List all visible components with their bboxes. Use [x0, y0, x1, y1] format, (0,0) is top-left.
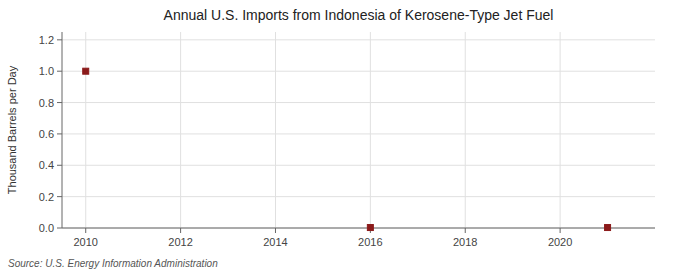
x-axis-line — [62, 228, 655, 229]
grid — [62, 32, 655, 228]
y-tick-label: 0.0 — [39, 222, 54, 234]
x-tick-label: 2010 — [73, 236, 97, 248]
y-tick-label: 0.6 — [39, 128, 54, 140]
x-tick-label: 2012 — [168, 236, 192, 248]
y-tick — [57, 133, 62, 134]
x-grid-line — [370, 32, 371, 228]
y-grid-line — [62, 39, 655, 40]
points — [83, 68, 611, 230]
point — [83, 68, 89, 74]
y-grid-line — [62, 133, 655, 134]
x-tick — [275, 228, 276, 233]
y-tick-label: 0.8 — [39, 97, 54, 109]
x-tick-label: 2020 — [548, 236, 572, 248]
axes: 0.0 0.2 0.4 0.6 0.8 1.0 1.2 2010 2012 2014 2016 201… — [39, 32, 655, 248]
point — [367, 225, 373, 231]
y-tick-label: 1.2 — [39, 34, 54, 46]
y-grid-line — [62, 228, 655, 229]
title: Annual U.S. Imports from Indonesia of Ke… — [164, 7, 554, 23]
x-grid-line — [560, 32, 561, 228]
y-axis-line — [62, 32, 63, 228]
chart-container: Annual U.S. Imports from Indonesia of Ke… — [0, 0, 675, 275]
x-grid-line — [465, 32, 466, 228]
y-tick — [57, 165, 62, 166]
y-tick — [57, 196, 62, 197]
x-grid-line — [180, 32, 181, 228]
y-tick-label: 1.0 — [39, 65, 54, 77]
x-tick — [85, 228, 86, 233]
y-tick — [57, 39, 62, 40]
y-grid-line — [62, 196, 655, 197]
x-tick-label: 2014 — [263, 236, 287, 248]
x-tick — [180, 228, 181, 233]
source-note: Source: U.S. Energy Information Administ… — [8, 258, 218, 269]
x-grid-line — [85, 32, 86, 228]
y-tick — [57, 71, 62, 72]
plot-area — [62, 32, 655, 228]
y-tick-label: 0.2 — [39, 191, 54, 203]
x-tick — [560, 228, 561, 233]
point — [605, 225, 611, 231]
y-tick — [57, 228, 62, 229]
x-tick — [465, 228, 466, 233]
y-tick — [57, 102, 62, 103]
x-tick-label: 2016 — [358, 236, 382, 248]
x-tick-label: 2018 — [453, 236, 477, 248]
y-grid-line — [62, 71, 655, 72]
chart-svg: Annual U.S. Imports from Indonesia of Ke… — [0, 0, 675, 275]
x-grid-line — [275, 32, 276, 228]
y-axis-label: Thousand Barrels per Day — [6, 65, 18, 194]
y-grid-line — [62, 102, 655, 103]
y-tick-label: 0.4 — [39, 159, 54, 171]
y-grid-line — [62, 165, 655, 166]
